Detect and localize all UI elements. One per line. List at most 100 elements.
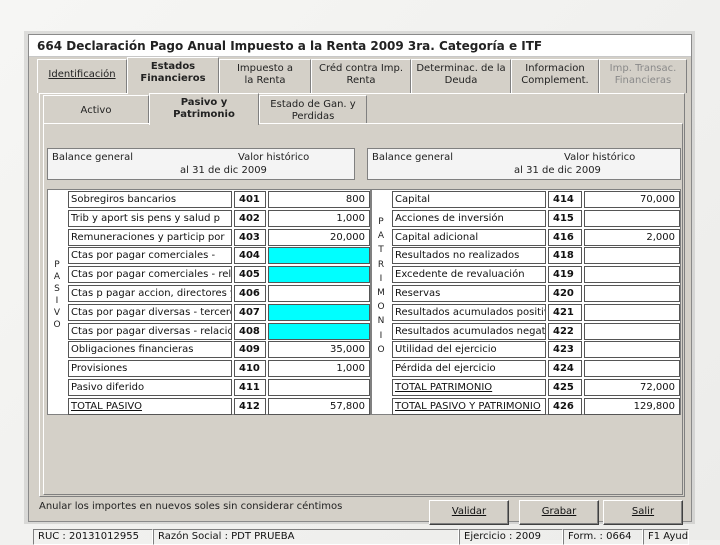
- pasivo_rows-row-label: Sobregiros bancarios: [68, 191, 232, 208]
- pasivo_rows-row-value-field[interactable]: [268, 247, 370, 265]
- tab-determinacion-label: Determinac. de la Deuda: [416, 63, 506, 86]
- subtab-estado-label: Estado de Gan. y Perdidas: [270, 99, 356, 122]
- patrimonio_rows-row-label: Capital: [392, 191, 546, 208]
- patrimonio_rows-row-value-field[interactable]: [584, 360, 680, 378]
- pasivo_rows-row-label: Trib y aport sis pens y salud p: [68, 209, 232, 227]
- patrimonio_vertical-vertical-letter: T: [378, 245, 384, 256]
- left-balance-date: al 31 de dic 2009: [180, 165, 267, 176]
- tab-informacion-label: Informacion Complement.: [521, 63, 589, 86]
- pasivo_vertical-vertical-letter: I: [55, 296, 59, 306]
- patrimonio_rows-row-value-field[interactable]: [584, 247, 680, 265]
- patrimonio_rows-row: TOTAL PATRIMONIO 425 72,000: [392, 378, 680, 397]
- pasivo_rows-row-code: 410: [234, 360, 266, 378]
- subtab-activo-label: Activo: [80, 105, 112, 116]
- patrimonio_rows-row-value-field[interactable]: 70,000: [584, 191, 680, 208]
- pasivo_rows-row-value-field[interactable]: [268, 303, 370, 321]
- patrimonio_rows-row-code: 416: [548, 228, 582, 246]
- pasivo_vertical-vertical-letter: A: [53, 272, 61, 282]
- patrimonio_rows-row: Excedente de revaluación 419: [392, 265, 680, 284]
- patrimonio_rows-row: Acciones de inversión 415: [392, 209, 680, 228]
- subtab-activo[interactable]: Activo: [43, 95, 149, 124]
- patrimonio_rows-row: Capital 414 70,000: [392, 190, 680, 209]
- pasivo_rows-row-value-field[interactable]: 1,000: [268, 360, 370, 378]
- pasivo_rows-row-value-field[interactable]: [268, 322, 370, 340]
- patrimonio_rows-row-value-field[interactable]: [584, 209, 680, 227]
- pasivo_rows-row: Pasivo diferido 411: [68, 378, 370, 397]
- tab-transacciones-financieras[interactable]: Imp. Transac. Financieras: [599, 59, 687, 93]
- tab-transacciones-label: Imp. Transac. Financieras: [609, 63, 677, 86]
- pasivo_rows-row-value-field[interactable]: [268, 266, 370, 284]
- patrimonio_vertical-vertical-letter: N: [377, 316, 385, 327]
- tab-credito-contra-impuesto[interactable]: Créd contra Imp. Renta: [311, 59, 411, 93]
- salir-button[interactable]: Salir: [603, 500, 683, 525]
- tab-estados-financieros[interactable]: Estados Financieros: [127, 57, 219, 94]
- pasivo_rows-row: Obligaciones financieras 409 35,000: [68, 340, 370, 359]
- patrimonio_rows-row: Utilidad del ejercicio 423: [392, 340, 680, 359]
- patrimonio_rows-row-value-field[interactable]: 2,000: [584, 228, 680, 246]
- footer-note: Anular los importes en nuevos soles sin …: [39, 501, 343, 512]
- salir-label: Salir: [631, 506, 655, 517]
- tab-identificacion[interactable]: Identificación: [37, 59, 127, 93]
- patrimonio_rows-row-code: 422: [548, 322, 582, 340]
- pasivo_rows-row-value-field[interactable]: [268, 379, 370, 396]
- patrimonio_rows-row-value-field[interactable]: [584, 341, 680, 359]
- patrimonio_vertical-vertical-letter: M: [377, 288, 385, 298]
- right-value-label: Valor histórico: [564, 152, 636, 163]
- patrimonio_rows-row-code: 426: [548, 397, 582, 415]
- patrimonio_rows-row: TOTAL PASIVO Y PATRIMONIO 426 129,800: [392, 397, 680, 416]
- patrimonio_rows-row-value-field[interactable]: [584, 322, 680, 340]
- tab-identificacion-label: Identificación: [48, 69, 116, 80]
- patrimonio_rows-row-value-field[interactable]: [584, 303, 680, 321]
- pasivo_rows-row-value-field[interactable]: 20,000: [268, 228, 370, 246]
- patrimonio_rows-row-label: Excedente de revaluación: [392, 266, 546, 284]
- pasivo_rows-row-value-field[interactable]: [268, 285, 370, 302]
- patrimonio_rows-row-code: 423: [548, 341, 582, 359]
- patrimonio_rows-row: Capital adicional 416 2,000: [392, 228, 680, 247]
- pasivo_vertical-vertical-letter: O: [53, 320, 61, 330]
- tab-credito-label: Créd contra Imp. Renta: [318, 63, 404, 86]
- pasivo_rows-row-label: Pasivo diferido: [68, 379, 232, 396]
- patrimonio_rows-row-value-field[interactable]: [584, 285, 680, 302]
- patrimonio_rows-row-value-field[interactable]: 72,000: [584, 379, 680, 396]
- pasivo_rows-row-code: 406: [234, 285, 266, 302]
- patrimonio_vertical-vertical-letter: A: [377, 231, 385, 242]
- patrimonio_rows-row-code: 418: [548, 247, 582, 265]
- tab-determinacion-deuda[interactable]: Determinac. de la Deuda: [411, 59, 511, 93]
- patrimonio_rows-row-code: 415: [548, 209, 582, 227]
- pasivo_rows-row-label: Ctas por pagar comerciales -: [68, 247, 232, 265]
- patrimonio_vertical-vertical-letter: O: [377, 344, 385, 355]
- patrimonio_rows-row-code: 414: [548, 191, 582, 208]
- subtab-pasivo-patrimonio[interactable]: Pasivo y Patrimonio: [149, 93, 259, 125]
- pasivo_rows-row-label: TOTAL PASIVO: [68, 397, 232, 415]
- pasivo_rows-row: TOTAL PASIVO 412 57,800: [68, 397, 370, 416]
- left-value-label: Valor histórico: [238, 152, 310, 163]
- patrimonio_rows-row: Reservas 420: [392, 284, 680, 303]
- pasivo_rows-row-value-field[interactable]: 800: [268, 191, 370, 208]
- status-ejercicio: Ejercicio : 2009: [459, 529, 563, 545]
- pasivo_rows-row: Remuneraciones y particip por 403 20,000: [68, 228, 370, 247]
- validar-button[interactable]: Validar: [429, 500, 509, 525]
- subtab-estado-ganancias[interactable]: Estado de Gan. y Perdidas: [259, 95, 367, 124]
- tab-informacion-complementaria[interactable]: Informacion Complement.: [511, 59, 599, 93]
- pasivo_rows-row-label: Obligaciones financieras: [68, 341, 232, 359]
- pasivo_rows-row-label: Ctas por pagar comerciales - relac: [68, 266, 232, 284]
- pasivo_rows-row: Ctas p pagar accion, directores y 406: [68, 284, 370, 303]
- grabar-button[interactable]: Grabar: [519, 500, 599, 525]
- pasivo_rows-row-value-field[interactable]: 35,000: [268, 341, 370, 359]
- tab-impuesto-renta[interactable]: Impuesto a la Renta: [219, 59, 311, 93]
- pasivo_rows-row-value-field[interactable]: 1,000: [268, 209, 370, 227]
- patrimonio_rows-row-code: 425: [548, 379, 582, 396]
- patrimonio_vertical-vertical-letter: O: [377, 302, 385, 313]
- pasivo_rows-row: Sobregiros bancarios 401 800: [68, 190, 370, 209]
- pasivo_vertical-vertical-letter: V: [53, 308, 61, 318]
- patrimonio_rows-row-value-field[interactable]: [584, 266, 680, 284]
- patrimonio_rows-row-value-field[interactable]: 129,800: [584, 397, 680, 415]
- pasivo_rows-row-value-field[interactable]: 57,800: [268, 397, 370, 415]
- pasivo_rows-row-code: 408: [234, 322, 266, 340]
- pasivo_rows-row-label: Provisiones: [68, 360, 232, 378]
- declaration-window: 664 Declaración Pago Anual Impuesto a la…: [28, 34, 692, 545]
- pasivo_rows-row-code: 404: [234, 247, 266, 265]
- patrimonio_rows-row-label: Resultados acumulados positivo: [392, 303, 546, 321]
- pasivo_rows-row-code: 407: [234, 303, 266, 321]
